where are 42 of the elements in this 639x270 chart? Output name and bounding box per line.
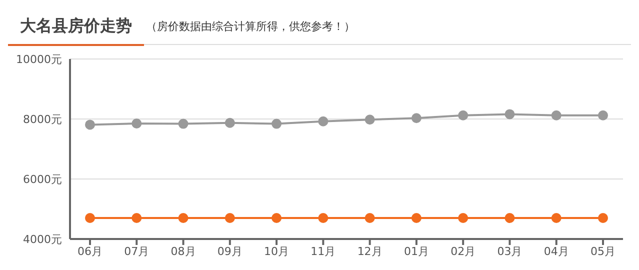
point (178, 118, 188, 129)
point (132, 213, 142, 223)
point (178, 213, 188, 223)
x-tick-label: 05月 (590, 244, 616, 258)
point (224, 118, 235, 128)
point (458, 213, 468, 223)
point (598, 110, 608, 120)
x-tick-label: 06月 (78, 244, 102, 258)
point (411, 113, 422, 124)
point (224, 213, 235, 223)
point (272, 118, 282, 129)
point (85, 213, 95, 223)
point (272, 213, 282, 223)
y-tick-label: 8000元 (23, 112, 62, 126)
y-tick-label: 6000元 (23, 172, 62, 186)
point (85, 120, 95, 130)
point (364, 114, 375, 125)
point (364, 213, 375, 223)
x-tick-label: 03月 (497, 244, 522, 258)
point (318, 116, 328, 126)
point (411, 213, 422, 223)
point (551, 110, 562, 120)
point (504, 213, 515, 223)
x-tick-label: 10月 (264, 244, 290, 258)
x-tick-label: 02月 (450, 244, 476, 258)
x-tick-label: 07月 (124, 244, 150, 258)
y-tick-label: 4000元 (23, 232, 62, 246)
x-tick-label: 01月 (404, 244, 429, 258)
x-tick-label: 11月 (310, 244, 336, 258)
chart-title: 大名县房价走势 (20, 16, 132, 36)
chart-subtitle: （房价数据由综合计算所得，供您参考！） (146, 18, 355, 34)
point (551, 213, 562, 223)
x-tick-label: 04月 (544, 244, 569, 258)
x-tick-label: 09月 (217, 244, 242, 258)
point (504, 109, 515, 120)
point (598, 213, 608, 223)
x-tick-label: 12月 (357, 244, 382, 258)
y-tick-label: 10000元 (16, 52, 62, 66)
point (318, 213, 328, 223)
point (132, 118, 142, 128)
point (458, 110, 468, 120)
x-tick-label: 08月 (170, 244, 196, 258)
